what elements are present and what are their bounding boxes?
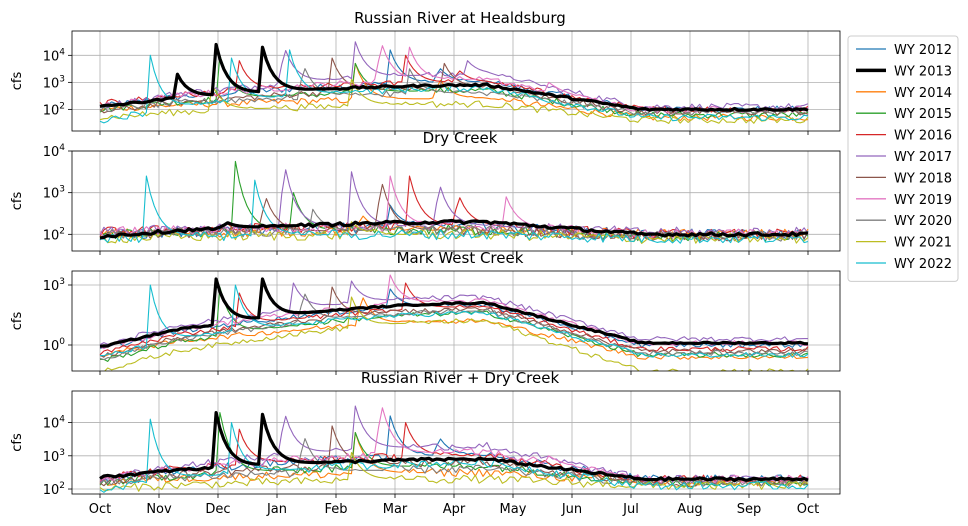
- y-tick-label: 103: [43, 185, 65, 202]
- axes-frame: [71, 270, 841, 372]
- series-line-wy-2016: [99, 282, 809, 356]
- x-tick-label: Dec: [205, 502, 230, 517]
- legend: WY 2012 WY 2013 WY 2014 WY 2015 WY 2016 WY 20…: [847, 35, 959, 282]
- x-tick-label: Sep: [737, 502, 762, 517]
- y-tick-label: 102: [43, 101, 65, 118]
- x-axis-ticks: Oct Nov Dec Jan Feb Mar Apr May Jun Jul Aug Sep Oct: [89, 502, 819, 517]
- y-tick-label: 103: [43, 74, 65, 91]
- x-tick-label: Oct: [797, 502, 819, 517]
- series-line-wy-2017: [99, 280, 808, 346]
- series-line-wy-2013: [99, 218, 809, 240]
- x-tick-label: Jun: [561, 502, 582, 517]
- legend-label: WY 2021: [894, 236, 952, 251]
- y-tick-label: 102: [43, 226, 65, 243]
- series-line-wy-2017: [99, 169, 809, 238]
- panel-1: 102 103 104 Dry Creek cfs: [10, 129, 841, 255]
- series-lines: [99, 405, 809, 493]
- y-tick-label: 100: [43, 337, 66, 354]
- panel-title: Russian River + Dry Creek: [361, 369, 560, 387]
- legend-label: WY 2016: [894, 129, 952, 144]
- y-axis-label: cfs: [10, 433, 25, 452]
- legend-label: WY 2022: [894, 257, 952, 272]
- legend-label: WY 2019: [894, 193, 952, 208]
- series-line-wy-2021: [104, 296, 809, 371]
- x-tick-label: May: [500, 502, 527, 517]
- panel-2: 100 103 Mark West Creek cfs: [10, 249, 841, 375]
- series-lines: [99, 160, 809, 244]
- legend-label: WY 2015: [894, 107, 952, 122]
- series-line-wy-2013: [99, 277, 809, 348]
- panel-title: Dry Creek: [423, 129, 498, 147]
- y-tick-label: 103: [43, 448, 65, 465]
- y-axis-label: cfs: [10, 312, 25, 331]
- series-line-wy-2021: [99, 451, 809, 492]
- series-line-wy-2014: [99, 431, 809, 487]
- x-tick-label: Oct: [89, 502, 111, 517]
- x-tick-label: Apr: [443, 502, 466, 517]
- x-tick-label: Jul: [622, 502, 639, 517]
- y-axis-label: cfs: [10, 192, 25, 211]
- series-line-wy-2013: [99, 42, 809, 113]
- panel-0: 102 103 104 Russian River at Healdsburg cfs: [10, 9, 841, 135]
- y-tick-label: 104: [43, 47, 66, 64]
- series-line-wy-2022: [99, 175, 809, 244]
- x-tick-label: Feb: [324, 502, 347, 517]
- y-axis-label: cfs: [10, 72, 25, 91]
- series-line-wy-2020: [99, 438, 809, 487]
- legend-label: WY 2020: [894, 214, 952, 229]
- legend-label: WY 2012: [894, 43, 952, 58]
- series-lines: [99, 274, 809, 371]
- axes-frame: [71, 150, 841, 252]
- x-tick-label: Mar: [383, 502, 408, 517]
- panel-3: 102 103 104 Russian River + Dry Creek cfs: [10, 369, 841, 498]
- x-tick-label: Jan: [266, 502, 287, 517]
- series-line-wy-2022: [99, 284, 809, 358]
- panel-title: Russian River at Healdsburg: [354, 9, 566, 27]
- x-tick-label: Nov: [146, 502, 172, 517]
- y-tick-label: 102: [43, 481, 65, 498]
- panel-title: Mark West Creek: [397, 249, 524, 267]
- x-tick-label: Aug: [677, 502, 702, 517]
- axes-frame: [71, 390, 841, 495]
- legend-label: WY 2018: [894, 171, 952, 186]
- legend-label: WY 2017: [894, 150, 952, 165]
- series-line-wy-2013: [99, 411, 809, 482]
- series-line-wy-2018: [99, 57, 809, 116]
- series-line-wy-2017: [99, 41, 809, 111]
- legend-label: WY 2013: [894, 64, 952, 79]
- series-line-wy-2014: [99, 297, 809, 360]
- y-tick-label: 103: [43, 277, 65, 294]
- legend-label: WY 2014: [894, 86, 952, 101]
- series-line-wy-2016: [99, 175, 809, 241]
- series-line-wy-2021: [99, 79, 809, 124]
- y-tick-label: 104: [43, 415, 66, 432]
- axes-frame: [71, 30, 841, 132]
- series-lines: [99, 41, 809, 124]
- y-tick-label: 104: [43, 143, 66, 160]
